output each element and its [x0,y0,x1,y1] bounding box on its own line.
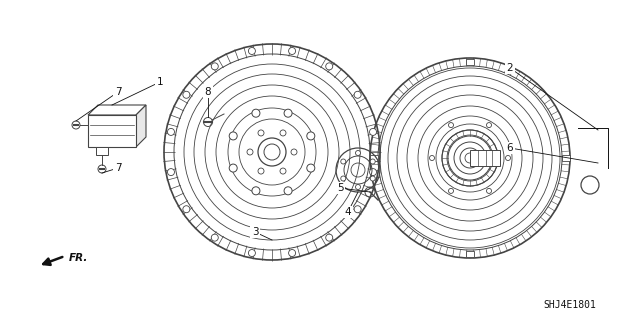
Circle shape [429,155,435,160]
Circle shape [369,169,376,175]
Circle shape [354,206,361,213]
Circle shape [183,91,190,98]
Bar [96,147,108,155]
Text: 7: 7 [115,87,122,97]
Circle shape [369,129,376,135]
Circle shape [326,234,333,241]
Text: 8: 8 [205,87,211,97]
Circle shape [229,164,237,172]
Circle shape [370,159,375,164]
Circle shape [355,184,360,189]
Circle shape [291,149,297,155]
Circle shape [307,132,315,140]
Polygon shape [136,105,146,147]
Circle shape [340,176,346,181]
Text: FR.: FR. [69,253,88,263]
Text: 1: 1 [157,77,163,87]
Circle shape [280,168,286,174]
Text: 5: 5 [337,183,343,193]
Circle shape [284,187,292,195]
Circle shape [486,189,492,193]
Circle shape [247,149,253,155]
Circle shape [183,206,190,213]
Circle shape [370,176,375,181]
Circle shape [168,169,175,175]
Circle shape [252,187,260,195]
Circle shape [211,63,218,70]
Bar [370,155,378,161]
Circle shape [307,164,315,172]
Bar [470,150,500,166]
Circle shape [506,155,511,160]
Circle shape [355,151,360,155]
Circle shape [248,249,255,256]
Circle shape [258,130,264,136]
Circle shape [486,122,492,128]
Circle shape [229,132,237,140]
Circle shape [340,159,346,164]
Bar [562,155,570,161]
Circle shape [168,129,175,135]
Text: 7: 7 [115,163,122,173]
Circle shape [449,189,454,193]
Text: 2: 2 [507,63,513,73]
Circle shape [354,91,361,98]
Text: 3: 3 [252,227,259,237]
Circle shape [252,109,260,117]
Text: 6: 6 [507,143,513,153]
Circle shape [289,249,296,256]
Circle shape [280,130,286,136]
Bar [466,59,474,65]
Circle shape [248,48,255,55]
Circle shape [326,63,333,70]
Circle shape [289,48,296,55]
Text: SHJ4E1801: SHJ4E1801 [543,300,596,310]
Polygon shape [88,115,136,147]
Bar [466,251,474,257]
Text: 4: 4 [345,207,351,217]
Circle shape [449,122,454,128]
Polygon shape [88,105,146,115]
Circle shape [211,234,218,241]
Circle shape [284,109,292,117]
Circle shape [258,168,264,174]
